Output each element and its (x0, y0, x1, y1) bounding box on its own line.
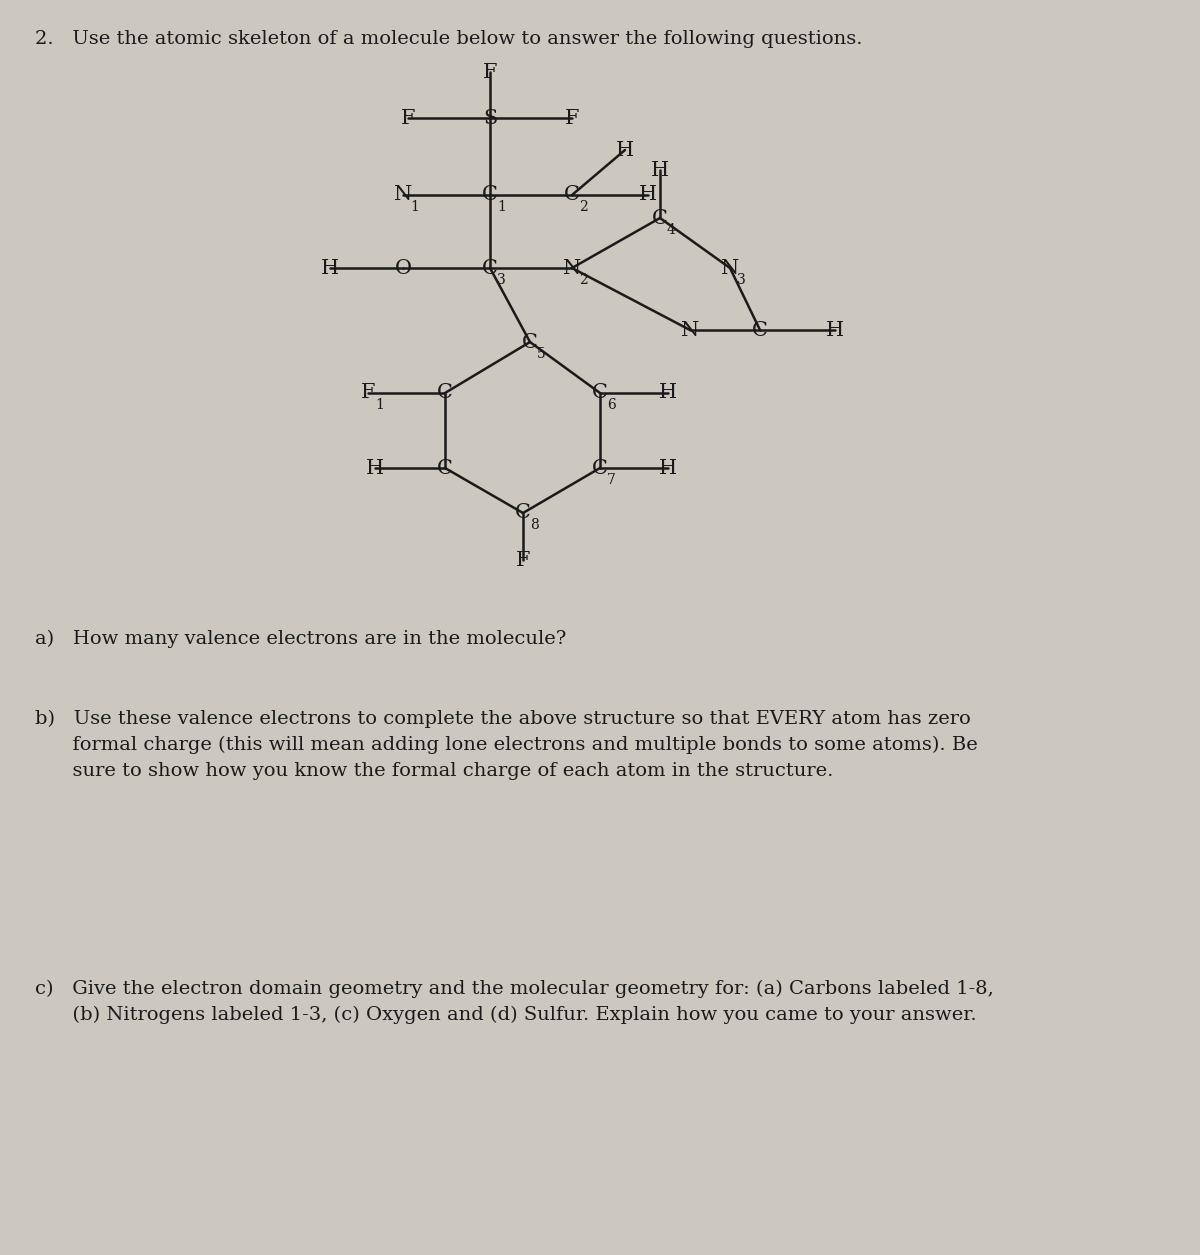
Text: sure to show how you know the formal charge of each atom in the structure.: sure to show how you know the formal cha… (35, 762, 833, 781)
Text: F: F (361, 384, 376, 403)
Text: (b) Nitrogens labeled 1-3, (c) Oxygen and (d) Sulfur. Explain how you came to yo: (b) Nitrogens labeled 1-3, (c) Oxygen an… (35, 1007, 977, 1024)
Text: F: F (401, 108, 415, 128)
Text: F: F (482, 63, 497, 82)
Text: 2.   Use the atomic skeleton of a molecule below to answer the following questio: 2. Use the atomic skeleton of a molecule… (35, 30, 863, 48)
Text: N: N (394, 186, 412, 205)
Text: C: C (564, 186, 580, 205)
Text: C: C (522, 333, 538, 351)
Text: H: H (320, 259, 340, 277)
Text: 5: 5 (538, 346, 546, 361)
Text: H: H (650, 161, 670, 179)
Text: C: C (592, 458, 608, 477)
Text: 3: 3 (737, 274, 745, 287)
Text: 1: 1 (374, 398, 384, 412)
Text: 8: 8 (530, 518, 539, 532)
Text: C: C (437, 458, 452, 477)
Text: 2: 2 (580, 200, 588, 215)
Text: F: F (565, 108, 580, 128)
Text: a)   How many valence electrons are in the molecule?: a) How many valence electrons are in the… (35, 630, 566, 649)
Text: C: C (437, 384, 452, 403)
Text: C: C (752, 320, 768, 340)
Text: 1: 1 (497, 200, 506, 215)
Text: H: H (659, 384, 677, 403)
Text: C: C (592, 384, 608, 403)
Text: 6: 6 (607, 398, 616, 412)
Text: C: C (482, 259, 498, 277)
Text: b)   Use these valence electrons to complete the above structure so that EVERY a: b) Use these valence electrons to comple… (35, 710, 971, 728)
Text: C: C (515, 503, 530, 522)
Text: formal charge (this will mean adding lone electrons and multiple bonds to some a: formal charge (this will mean adding lon… (35, 735, 978, 754)
Text: 2: 2 (580, 274, 588, 287)
Text: 1: 1 (410, 200, 419, 215)
Text: N: N (680, 320, 700, 340)
Text: 3: 3 (497, 274, 505, 287)
Text: 4: 4 (667, 223, 676, 237)
Text: C: C (482, 186, 498, 205)
Text: N: N (721, 259, 739, 277)
Text: C: C (652, 208, 668, 227)
Text: 7: 7 (607, 473, 616, 487)
Text: H: H (366, 458, 384, 477)
Text: H: H (826, 320, 844, 340)
Text: c)   Give the electron domain geometry and the molecular geometry for: (a) Carbo: c) Give the electron domain geometry and… (35, 980, 994, 998)
Text: F: F (516, 551, 530, 570)
Text: S: S (482, 108, 497, 128)
Text: H: H (616, 141, 634, 159)
Text: H: H (638, 186, 658, 205)
Text: H: H (659, 458, 677, 477)
Text: O: O (395, 259, 412, 277)
Text: N: N (563, 259, 581, 277)
